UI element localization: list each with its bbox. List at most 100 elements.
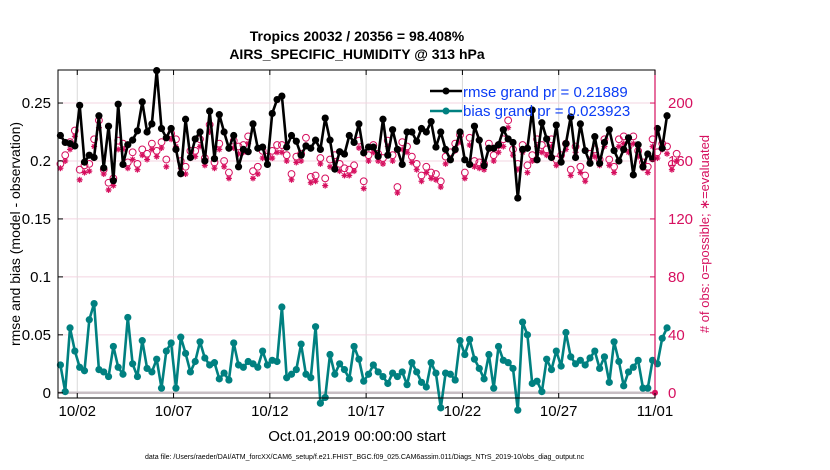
obs-possible-marker xyxy=(523,161,532,170)
obs-evaluated-marker xyxy=(423,169,430,176)
rmse-point xyxy=(466,160,474,169)
chart-title-line2: AIRS_SPECIFIC_HUMIDITY @ 313 hPa xyxy=(229,46,485,62)
x-tick-label: 10/22 xyxy=(444,403,482,420)
asterisk-stroke xyxy=(592,154,598,160)
rmse-point xyxy=(234,163,243,171)
bias-point xyxy=(591,347,599,355)
bias-point xyxy=(153,355,161,363)
asterisk-stroke xyxy=(144,157,150,163)
left-tick-label: 0.1 xyxy=(30,269,51,286)
asterisk-stroke xyxy=(62,158,68,164)
obs-evaluated-marker xyxy=(524,169,531,176)
obs-evaluated-marker xyxy=(86,168,93,175)
rmse-point xyxy=(90,153,98,162)
rmse-point xyxy=(586,159,594,167)
rmse-point xyxy=(615,157,623,165)
obs-evaluated-marker xyxy=(428,175,435,182)
asterisk-stroke xyxy=(539,149,545,155)
obs-possible-marker xyxy=(432,170,440,178)
obs-evaluated-marker xyxy=(148,146,155,153)
bias-point xyxy=(490,384,498,392)
rmse-point xyxy=(591,133,599,141)
rmse-point xyxy=(422,128,430,136)
asterisk-stroke xyxy=(409,159,415,165)
left-tick-label: 0.05 xyxy=(22,327,51,344)
left-tick-label: 0.25 xyxy=(22,95,51,112)
rmse-point xyxy=(109,177,117,185)
obs-possible-marker xyxy=(504,116,513,125)
rmse-point xyxy=(263,160,272,169)
bias-point xyxy=(311,323,320,331)
rmse-point xyxy=(316,145,324,153)
obs-evaluated-marker xyxy=(129,156,136,163)
rmse-point xyxy=(292,137,300,145)
bias-point xyxy=(393,372,402,381)
asterisk-stroke xyxy=(351,168,357,174)
rmse-point xyxy=(629,171,637,179)
rmse-point xyxy=(100,164,108,172)
bias-point xyxy=(181,349,190,357)
rmse-point xyxy=(509,138,517,147)
asterisk-stroke xyxy=(134,167,140,173)
obs-evaluated-marker xyxy=(221,163,228,170)
chart-title-line1: Tropics 20032 / 20356 = 98.408% xyxy=(250,28,465,44)
rmse-point xyxy=(624,134,633,142)
bias-point xyxy=(543,355,551,363)
obs-possible-marker xyxy=(147,139,156,148)
rmse-point xyxy=(129,136,137,144)
rmse-point xyxy=(432,143,440,151)
obs-evaluated-marker xyxy=(668,166,675,173)
bias-point xyxy=(446,370,454,378)
obs-evaluated-marker xyxy=(394,189,401,196)
data-file-footer: data file: /Users/raeder/DAI/ATM_forcXX/… xyxy=(145,454,585,461)
asterisk-stroke xyxy=(288,177,295,183)
obs-evaluated-marker xyxy=(495,149,502,156)
obs-possible-marker xyxy=(162,155,171,164)
asterisk-stroke xyxy=(606,162,612,168)
asterisk-stroke xyxy=(255,171,261,177)
obs-possible-marker xyxy=(566,165,575,174)
rmse-point xyxy=(345,131,353,140)
rmse-point xyxy=(148,120,156,128)
bias-point xyxy=(466,335,474,344)
obs-possible-marker xyxy=(287,170,296,178)
bias-point xyxy=(509,364,517,373)
obs-evaluated-marker xyxy=(249,175,256,182)
rmse-point xyxy=(80,158,89,166)
rmse-point xyxy=(206,107,214,115)
bias-point xyxy=(581,361,589,369)
rmse-point xyxy=(95,112,103,120)
bias-point xyxy=(263,361,272,369)
asterisk-stroke xyxy=(269,155,275,161)
obs-evaluated-marker xyxy=(408,159,415,166)
obs-evaluated-marker xyxy=(442,160,449,167)
rmse-point xyxy=(196,128,204,136)
bias-point xyxy=(56,361,65,369)
bias-point xyxy=(114,363,122,371)
obs-possible-marker xyxy=(316,154,325,162)
rmse-point xyxy=(287,131,296,140)
bias-point xyxy=(177,333,185,341)
bias-point xyxy=(225,376,233,384)
asterisk-stroke xyxy=(274,149,280,155)
obs-evaluated-marker xyxy=(298,157,305,164)
asterisk-stroke xyxy=(101,171,107,177)
asterisk-stroke xyxy=(674,158,680,164)
rmse-series xyxy=(56,66,671,202)
obs-possible-marker xyxy=(576,162,585,171)
right-tick-label: 40 xyxy=(668,327,685,344)
obs-evaluated-marker xyxy=(346,172,353,179)
obs-evaluated-marker xyxy=(615,143,622,150)
obs-evaluated-marker xyxy=(553,162,560,169)
asterisk-stroke xyxy=(568,172,574,178)
rmse-point xyxy=(340,150,349,158)
asterisk-stroke xyxy=(77,177,83,183)
rmse-point xyxy=(225,144,233,152)
rmse-point xyxy=(210,155,219,163)
asterisk-stroke xyxy=(621,141,627,147)
obs-evaluated-marker xyxy=(139,152,146,159)
rmse-point xyxy=(172,145,180,153)
bias-point xyxy=(220,369,228,377)
asterisk-stroke xyxy=(611,170,617,176)
asterisk-stroke xyxy=(250,175,256,181)
